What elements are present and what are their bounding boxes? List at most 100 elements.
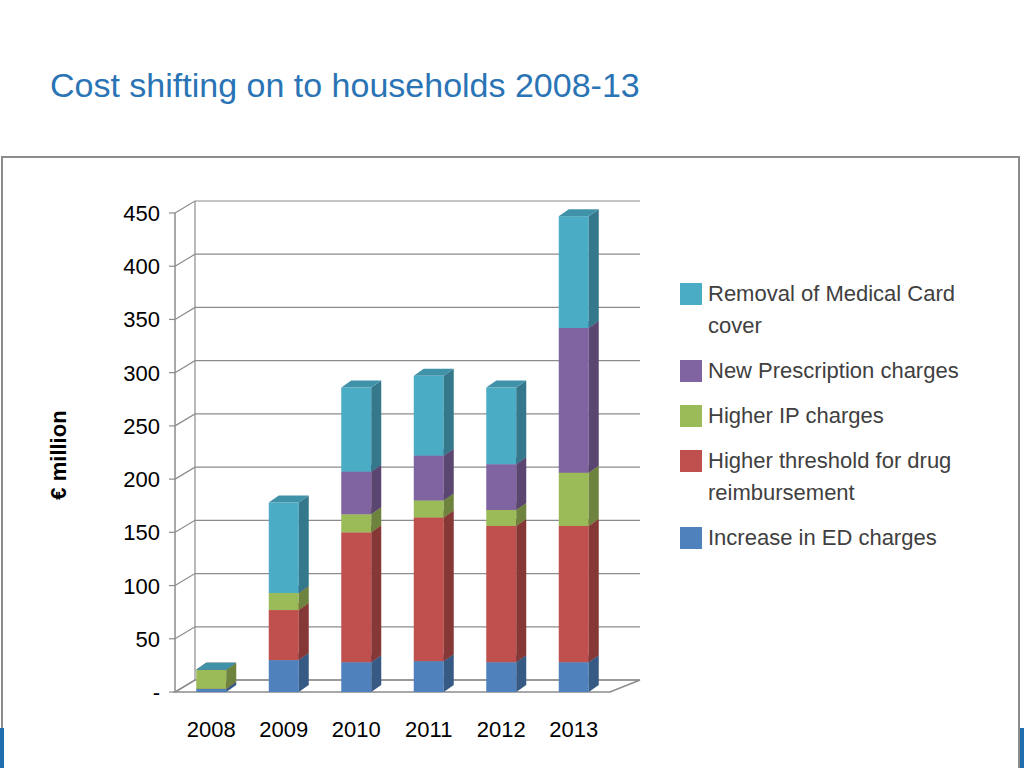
x-tick-label: 2012 [477,717,526,742]
bar-segment-group [486,457,526,510]
bar-side [589,321,599,473]
tick-mark [169,266,175,267]
legend-label: Increase in ED charges [708,525,937,550]
legend-swatch [680,283,702,305]
bar-side [444,510,454,661]
bar-top [341,381,381,388]
bar-segment [559,216,589,328]
tick-mark [169,425,175,426]
bar-segment-group [341,465,381,515]
bar-side [516,457,526,510]
bar-top [269,496,309,503]
x-tick-label: 2009 [259,717,308,742]
bar-segment [196,670,226,689]
tick-label: 400 [123,254,160,279]
x-tick-label: 2013 [549,717,598,742]
tick-mark [169,372,175,373]
bar-segment [341,532,371,662]
bar-segment [559,662,589,692]
tick-mark [169,585,175,586]
bar-side [371,381,381,472]
bar-top [196,663,236,670]
tick-label: 50 [136,627,160,652]
bar-segment [341,662,371,692]
bar-side [371,525,381,662]
tick-mark [169,479,175,480]
bar-segment [486,464,516,510]
tick-label: 150 [123,520,160,545]
tick-label: 300 [123,361,160,386]
bar-segment [559,328,589,473]
bar-segment-group [559,321,599,473]
bar-segment [269,593,299,610]
bar-segment [269,503,299,593]
title: Cost shifting on to households 2008-13 [50,66,640,104]
legend-label: Higher IP charges [708,403,884,428]
bar-segment-group [414,449,454,501]
grid [169,201,640,692]
bar-segment [341,388,371,472]
bar-side [589,209,599,328]
bar-segment [269,610,299,660]
y-axis-label: € million [46,410,71,499]
tick-label: 450 [123,201,160,226]
bar-segment [559,526,589,662]
back-wall-edge [194,201,195,680]
bar-top [486,381,526,388]
y-axis [174,213,176,692]
bar-segment-group [414,369,454,456]
x-tick-label: 2010 [332,717,381,742]
tick-mark [169,532,175,533]
bar-segment [486,510,516,526]
tick-mark [169,638,175,639]
bar-side [516,519,526,662]
tick-mark [169,212,175,213]
bar-top [196,663,236,670]
bar-segment [486,388,516,465]
bar-segment [341,472,371,515]
bar-side [299,496,309,593]
legend-swatch [680,450,702,472]
bar-segment-group [196,663,236,670]
chart-frame [2,157,1019,768]
bar-segment-group [486,519,526,662]
bar-top [196,663,236,670]
bar-segment-group [414,510,454,661]
accent [1020,728,1024,768]
bar-segment [486,526,516,662]
bar-segment-group [559,466,599,526]
legend-label: New Prescription charges [708,358,959,383]
legend: Removal of Medical Cardcover New Prescrip… [680,281,959,550]
legend-swatch [680,405,702,427]
tick-label: 100 [123,574,160,599]
bar-segment [269,660,299,692]
chart: Cost shifting on to households 2008-13 - 5… [0,0,1024,768]
bar-segment-group [269,496,309,593]
x-tick-label: 2008 [187,717,236,742]
legend-swatch [680,360,702,382]
legend-swatch [680,527,702,549]
bar-segment [196,689,226,692]
bar-side [444,449,454,501]
bar-segment-group [559,519,599,662]
bar-segment-group [486,381,526,465]
bar-segment [414,456,444,501]
legend-label: Higher threshold for drugreimbursement [708,448,951,505]
legend-label: Removal of Medical Cardcover [708,281,955,338]
bar-segment [414,500,444,517]
bar-side [371,465,381,515]
bar-segment [341,514,371,532]
bar-segment-group [341,381,381,472]
bar-segment-group [196,663,236,670]
bar-segment-group [341,525,381,662]
tick-label: - [153,680,160,705]
tick-mark [169,319,175,320]
tick-label: 350 [123,307,160,332]
bars [196,209,599,692]
tick-label: 200 [123,467,160,492]
bar-top [559,209,599,216]
x-tick-label: 2011 [405,717,452,742]
bar-side [516,381,526,465]
bar-segment [414,517,444,661]
bar-segment-group [269,603,309,660]
